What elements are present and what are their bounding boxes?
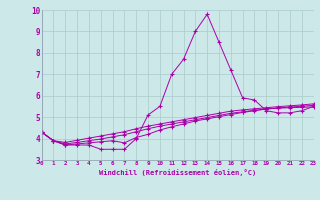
X-axis label: Windchill (Refroidissement éolien,°C): Windchill (Refroidissement éolien,°C) (99, 169, 256, 176)
